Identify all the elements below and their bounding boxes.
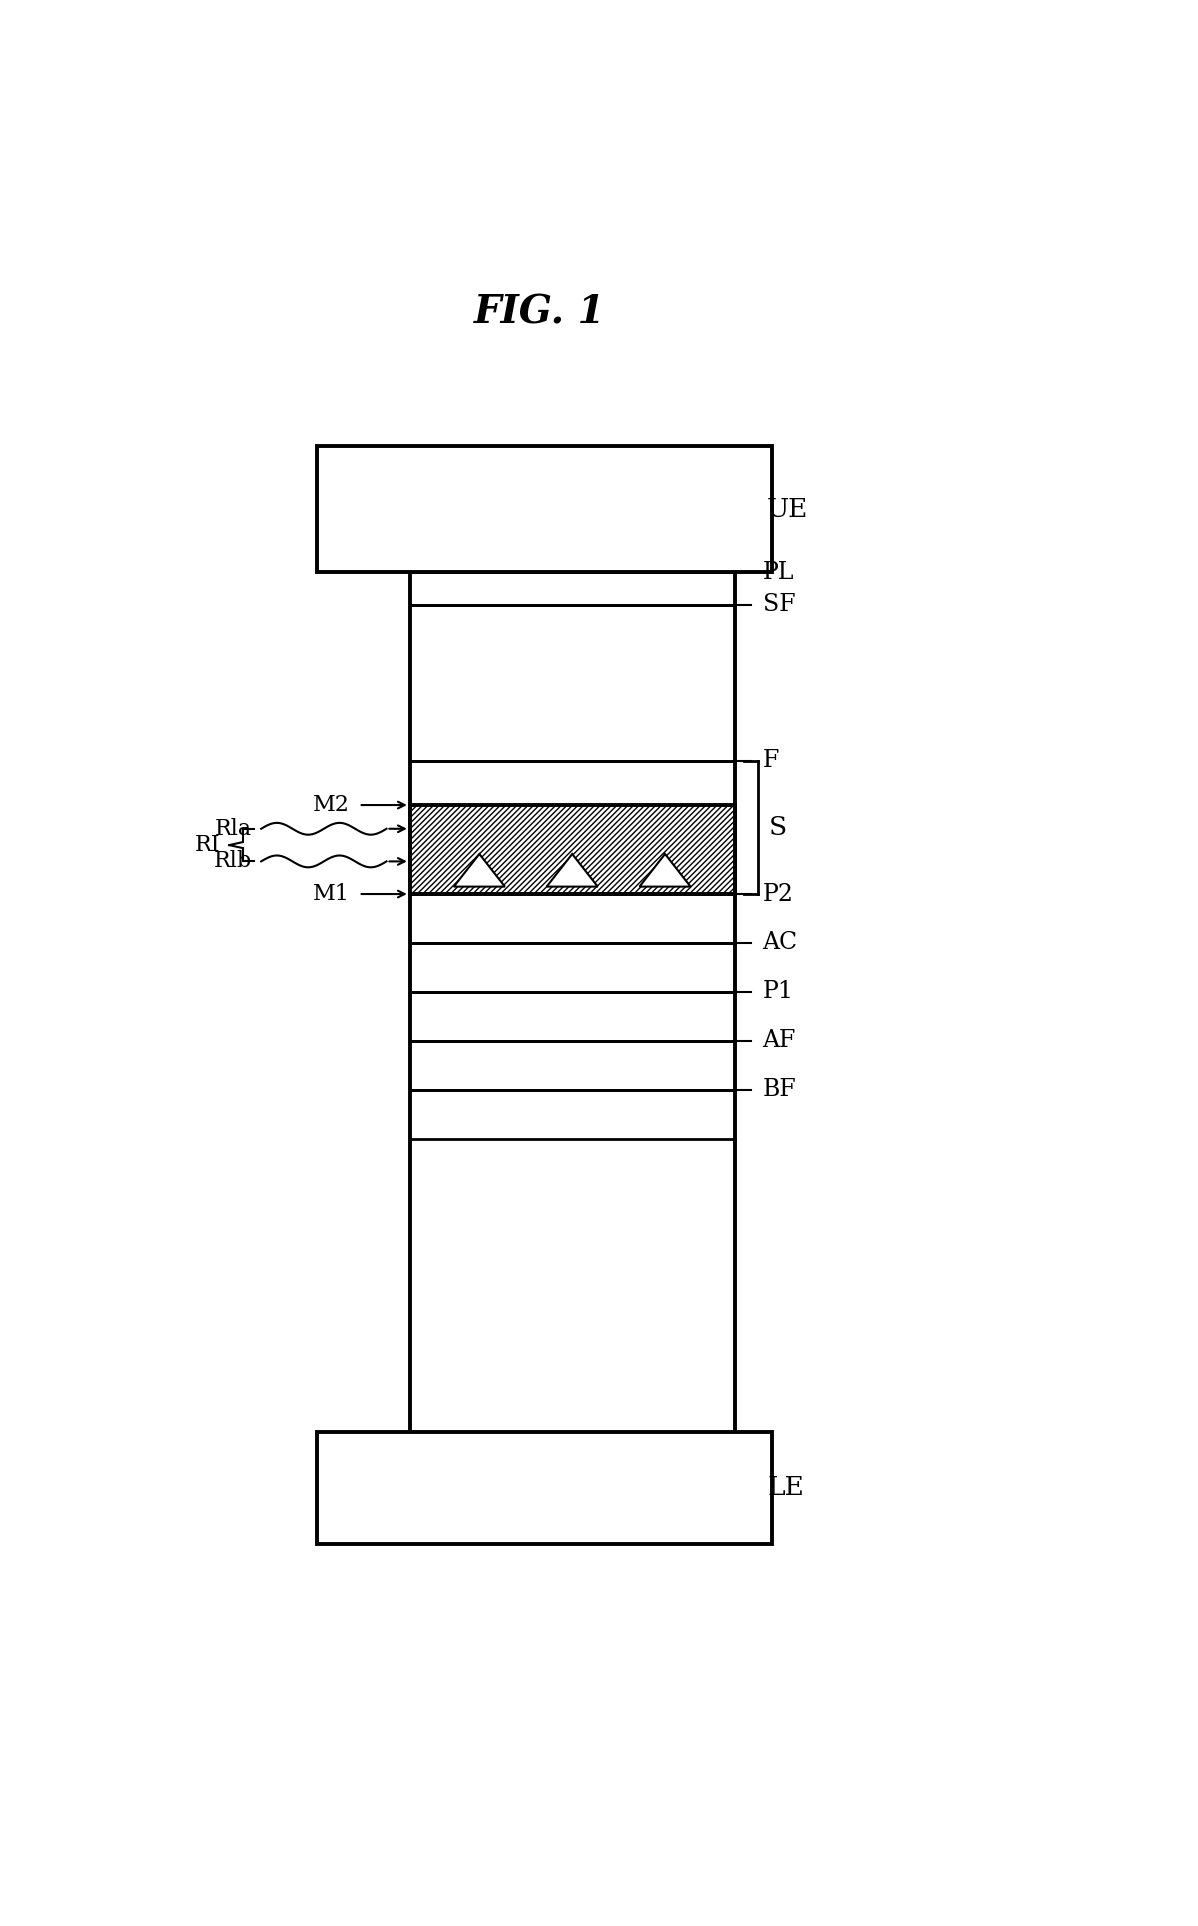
Text: PL: PL — [763, 560, 794, 584]
Text: AF: AF — [763, 1028, 795, 1052]
Text: P1: P1 — [763, 980, 793, 1003]
Text: Rlb: Rlb — [213, 851, 252, 872]
Bar — [410, 805, 734, 894]
Text: BF: BF — [763, 1079, 797, 1102]
Text: P2: P2 — [763, 882, 793, 905]
Text: S: S — [769, 815, 787, 840]
Text: F: F — [763, 749, 779, 772]
Text: M2: M2 — [313, 794, 350, 817]
Polygon shape — [454, 853, 504, 886]
Polygon shape — [546, 853, 598, 886]
Text: Rla: Rla — [214, 819, 252, 840]
Bar — [316, 1433, 772, 1543]
Text: SF: SF — [763, 593, 795, 616]
Text: AC: AC — [763, 932, 798, 955]
Text: M1: M1 — [313, 882, 350, 905]
Bar — [316, 447, 772, 572]
Text: UE: UE — [767, 497, 809, 522]
Text: RI: RI — [195, 834, 220, 855]
Text: LE: LE — [767, 1475, 804, 1500]
Text: FIG. 1: FIG. 1 — [474, 293, 605, 331]
Polygon shape — [640, 853, 690, 886]
